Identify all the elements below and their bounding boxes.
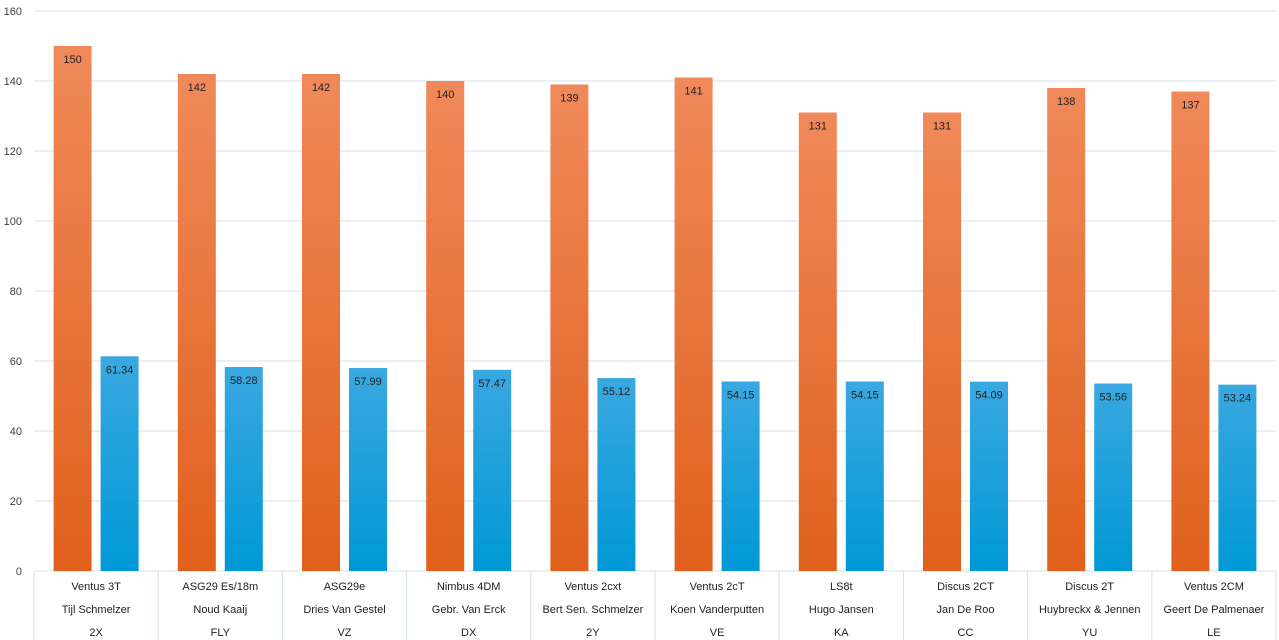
category-label: CC bbox=[958, 627, 974, 639]
category-label: Geert De Palmenaer bbox=[1163, 604, 1264, 616]
data-label: 142 bbox=[188, 82, 206, 94]
data-label: 58.28 bbox=[230, 375, 258, 387]
data-label: 150 bbox=[63, 54, 81, 66]
y-tick-label: 100 bbox=[4, 216, 22, 228]
y-tick-label: 60 bbox=[10, 356, 22, 368]
data-label: 55.12 bbox=[603, 386, 631, 398]
category-label: Bert Sen. Schmelzer bbox=[542, 604, 643, 616]
category-label: Hugo Jansen bbox=[809, 604, 874, 616]
category-label: Nimbus 4DM bbox=[437, 581, 501, 593]
bar bbox=[721, 381, 760, 571]
category-label: VE bbox=[710, 627, 725, 639]
data-label: 57.47 bbox=[478, 378, 506, 390]
category-label: Gebr. Van Erck bbox=[432, 604, 506, 616]
category-label: LE bbox=[1207, 627, 1220, 639]
category-label: Noud Kaaij bbox=[193, 604, 247, 616]
bar bbox=[845, 381, 884, 571]
data-label: 61.34 bbox=[106, 364, 134, 376]
y-tick-label: 40 bbox=[10, 426, 22, 438]
category-label: KA bbox=[834, 627, 849, 639]
bar bbox=[302, 74, 340, 571]
data-label: 140 bbox=[436, 89, 454, 101]
data-label: 54.15 bbox=[727, 389, 755, 401]
bar bbox=[550, 84, 589, 571]
category-label: Ventus 2cT bbox=[690, 581, 745, 593]
category-label: Tijl Schmelzer bbox=[62, 604, 131, 616]
bar bbox=[100, 356, 139, 571]
data-label: 53.24 bbox=[1224, 393, 1252, 405]
data-label: 53.56 bbox=[1099, 392, 1127, 404]
category-label: VZ bbox=[337, 627, 351, 639]
category-label: Discus 2T bbox=[1065, 581, 1114, 593]
category-label: Ventus 2cxt bbox=[564, 581, 621, 593]
bars bbox=[53, 46, 1257, 571]
bar bbox=[798, 112, 837, 571]
y-tick-label: 160 bbox=[4, 6, 22, 18]
category-label: Ventus 2CM bbox=[1184, 581, 1244, 593]
data-label: 139 bbox=[560, 93, 578, 105]
y-axis-ticks: 0 20 40 60 80 100 120 140 160 bbox=[4, 6, 22, 578]
gridlines bbox=[34, 10, 1276, 572]
y-tick-label: 140 bbox=[4, 76, 22, 88]
category-label: Ventus 3T bbox=[71, 581, 121, 593]
data-label: 138 bbox=[1057, 96, 1075, 108]
category-label: LS8t bbox=[830, 581, 853, 593]
data-label: 131 bbox=[809, 121, 827, 133]
category-axis: Ventus 3T Tijl Schmelzer 2X ASG29 Es/18m Nou… bbox=[33, 571, 1277, 640]
data-label: 142 bbox=[312, 82, 330, 94]
bar bbox=[426, 81, 465, 571]
category-label: ASG29e bbox=[324, 581, 366, 593]
data-label: 131 bbox=[933, 121, 951, 133]
category-label: FLY bbox=[211, 627, 231, 639]
category-label: Dries Van Gestel bbox=[303, 604, 385, 616]
bar bbox=[53, 46, 92, 571]
bar bbox=[1047, 88, 1086, 571]
bar bbox=[1094, 383, 1133, 571]
bar bbox=[1218, 384, 1257, 571]
category-label: 2X bbox=[89, 627, 103, 639]
bar bbox=[224, 367, 263, 571]
bar bbox=[177, 74, 216, 571]
category-label: 2Y bbox=[586, 627, 600, 639]
bar bbox=[970, 381, 1008, 571]
y-tick-label: 80 bbox=[10, 286, 22, 298]
bar bbox=[923, 112, 961, 571]
category-label: Huybreckx & Jennen bbox=[1039, 604, 1141, 616]
category-label: ASG29 Es/18m bbox=[182, 581, 258, 593]
data-label: 141 bbox=[684, 86, 702, 98]
data-label: 54.09 bbox=[975, 390, 1003, 402]
category-label: DX bbox=[461, 627, 477, 639]
data-label: 137 bbox=[1181, 100, 1199, 112]
bar bbox=[1171, 91, 1210, 571]
bar bbox=[597, 378, 636, 571]
y-tick-label: 0 bbox=[16, 566, 22, 578]
data-labels: 150 142 142 140 139 141 131 131 138 137 61.34 58.28… bbox=[63, 54, 1251, 405]
data-label: 54.15 bbox=[851, 389, 879, 401]
category-label: Discus 2CT bbox=[937, 581, 994, 593]
data-label: 57.99 bbox=[354, 376, 382, 388]
category-label: YU bbox=[1082, 627, 1097, 639]
category-label: Jan De Roo bbox=[936, 604, 994, 616]
bar bbox=[473, 369, 512, 571]
bar bbox=[674, 77, 713, 571]
bar bbox=[349, 368, 387, 571]
y-tick-label: 120 bbox=[4, 146, 22, 158]
category-label: Koen Vanderputten bbox=[670, 604, 764, 616]
y-tick-label: 20 bbox=[10, 496, 22, 508]
